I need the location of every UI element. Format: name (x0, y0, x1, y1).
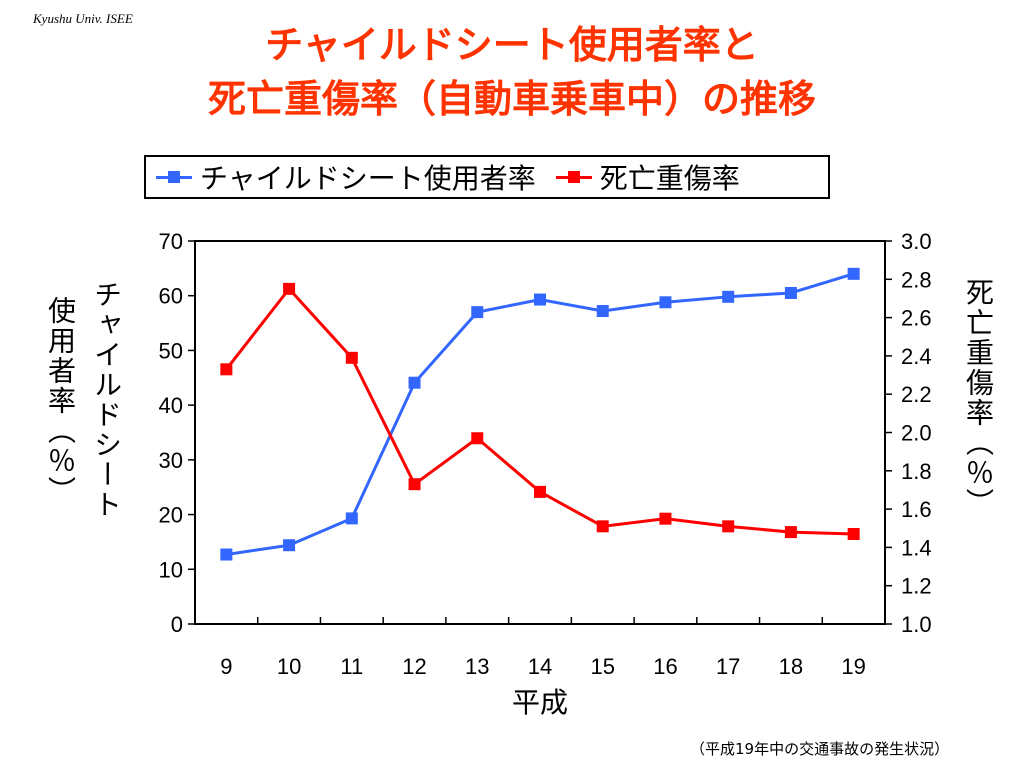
data-point-usage (471, 306, 484, 319)
chart-legend: チャイルドシート使用者率 死亡重傷率 (144, 155, 830, 199)
data-point-usage (659, 296, 672, 309)
x-tick-label: 15 (590, 654, 614, 679)
x-tick-label: 9 (220, 654, 232, 679)
y-left-tick-label: 70 (159, 229, 183, 254)
data-point-usage (408, 376, 421, 389)
series-line-usage (226, 272, 855, 556)
y-right-tick-label: 1.0 (901, 612, 932, 637)
data-point-injury (283, 282, 296, 295)
y-left-label-part1: チャイルドシート (90, 280, 123, 520)
data-point-usage (345, 512, 358, 525)
x-tick-label: 16 (653, 654, 677, 679)
data-point-injury (847, 527, 860, 540)
data-point-injury (659, 512, 672, 525)
y-left-label-part2: 使用者率（％） (44, 296, 77, 506)
legend-item-usage: チャイルドシート使用者率 (156, 157, 536, 197)
y-right-tick-label: 2.4 (901, 344, 932, 369)
data-point-injury (784, 526, 797, 539)
data-point-injury (220, 363, 233, 376)
x-tick-label: 11 (340, 654, 363, 679)
legend-label-injury: 死亡重傷率 (599, 162, 740, 195)
y-right-tick-label: 2.6 (901, 306, 932, 331)
x-axis-title: 平成 (512, 686, 568, 719)
y-right-tick-label: 2.8 (901, 267, 932, 292)
legend-label-usage: チャイルドシート使用者率 (200, 162, 536, 195)
data-point-injury (471, 432, 484, 445)
y-left-tick-label: 10 (159, 557, 183, 582)
x-tick-label: 13 (465, 654, 489, 679)
x-tick-label: 14 (528, 654, 552, 679)
legend-swatch-usage (156, 170, 192, 184)
x-tick-label: 10 (277, 654, 301, 679)
data-point-injury (596, 520, 609, 533)
data-point-usage (534, 293, 546, 306)
y-right-tick-label: 3.0 (901, 229, 932, 254)
page-title-line2: 死亡重傷率（自動車乗車中）の推移 (207, 77, 816, 121)
x-tick-label: 18 (779, 654, 803, 679)
data-point-injury (534, 485, 546, 498)
y-right-tick-label: 2.2 (901, 382, 932, 407)
y-right-tick-label: 1.4 (901, 535, 932, 560)
legend-swatch-injury (555, 170, 592, 184)
y-left-tick-label: 20 (159, 503, 183, 528)
y-right-tick-label: 1.2 (901, 574, 932, 599)
y-right-tick-label: 1.8 (901, 459, 932, 484)
x-tick-label: 17 (716, 654, 740, 679)
y-right-label: 死亡重傷率（％） (962, 278, 995, 518)
data-point-usage (784, 286, 797, 299)
data-point-usage (722, 290, 735, 303)
data-point-usage (596, 305, 609, 318)
source-note: （平成19年中の交通事故の発生状況） (690, 740, 950, 758)
data-point-usage (847, 267, 860, 280)
y-left-tick-label: 30 (159, 448, 183, 473)
y-left-tick-label: 0 (171, 612, 183, 637)
data-point-injury (408, 478, 421, 491)
y-right-tick-label: 1.6 (901, 497, 932, 522)
data-point-injury (722, 520, 735, 533)
data-point-usage (220, 548, 233, 561)
credit-text: Kyushu Univ. ISEE (33, 11, 133, 26)
data-point-injury (345, 351, 358, 364)
x-tick-label: 19 (841, 654, 865, 679)
data-point-usage (283, 539, 296, 552)
page-title-line1: チャイルドシート使用者率と (265, 23, 759, 67)
legend-item-injury: 死亡重傷率 (555, 157, 740, 197)
y-right-tick-label: 2.0 (901, 421, 932, 446)
y-left-tick-label: 50 (159, 338, 183, 363)
y-left-tick-label: 60 (159, 284, 183, 309)
y-left-tick-label: 40 (159, 393, 183, 418)
x-tick-label: 12 (402, 654, 426, 679)
